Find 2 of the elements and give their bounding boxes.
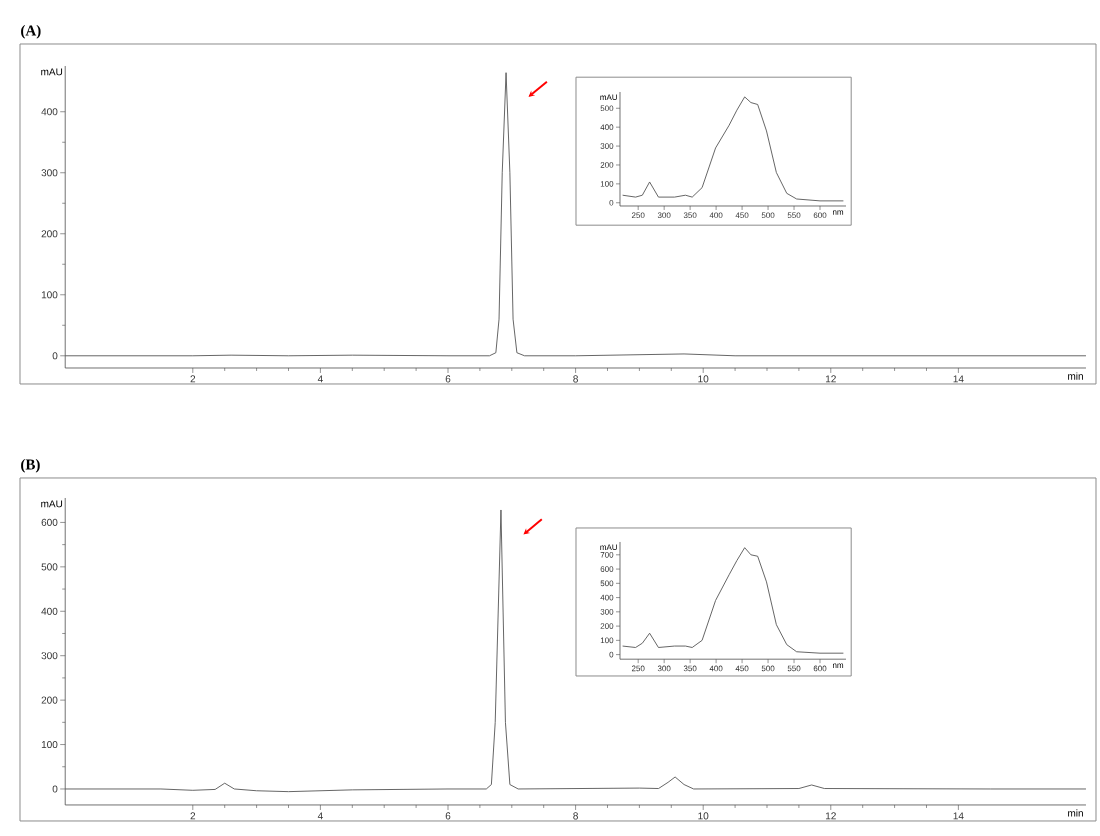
line-series xyxy=(622,547,844,654)
line-series xyxy=(622,96,844,202)
